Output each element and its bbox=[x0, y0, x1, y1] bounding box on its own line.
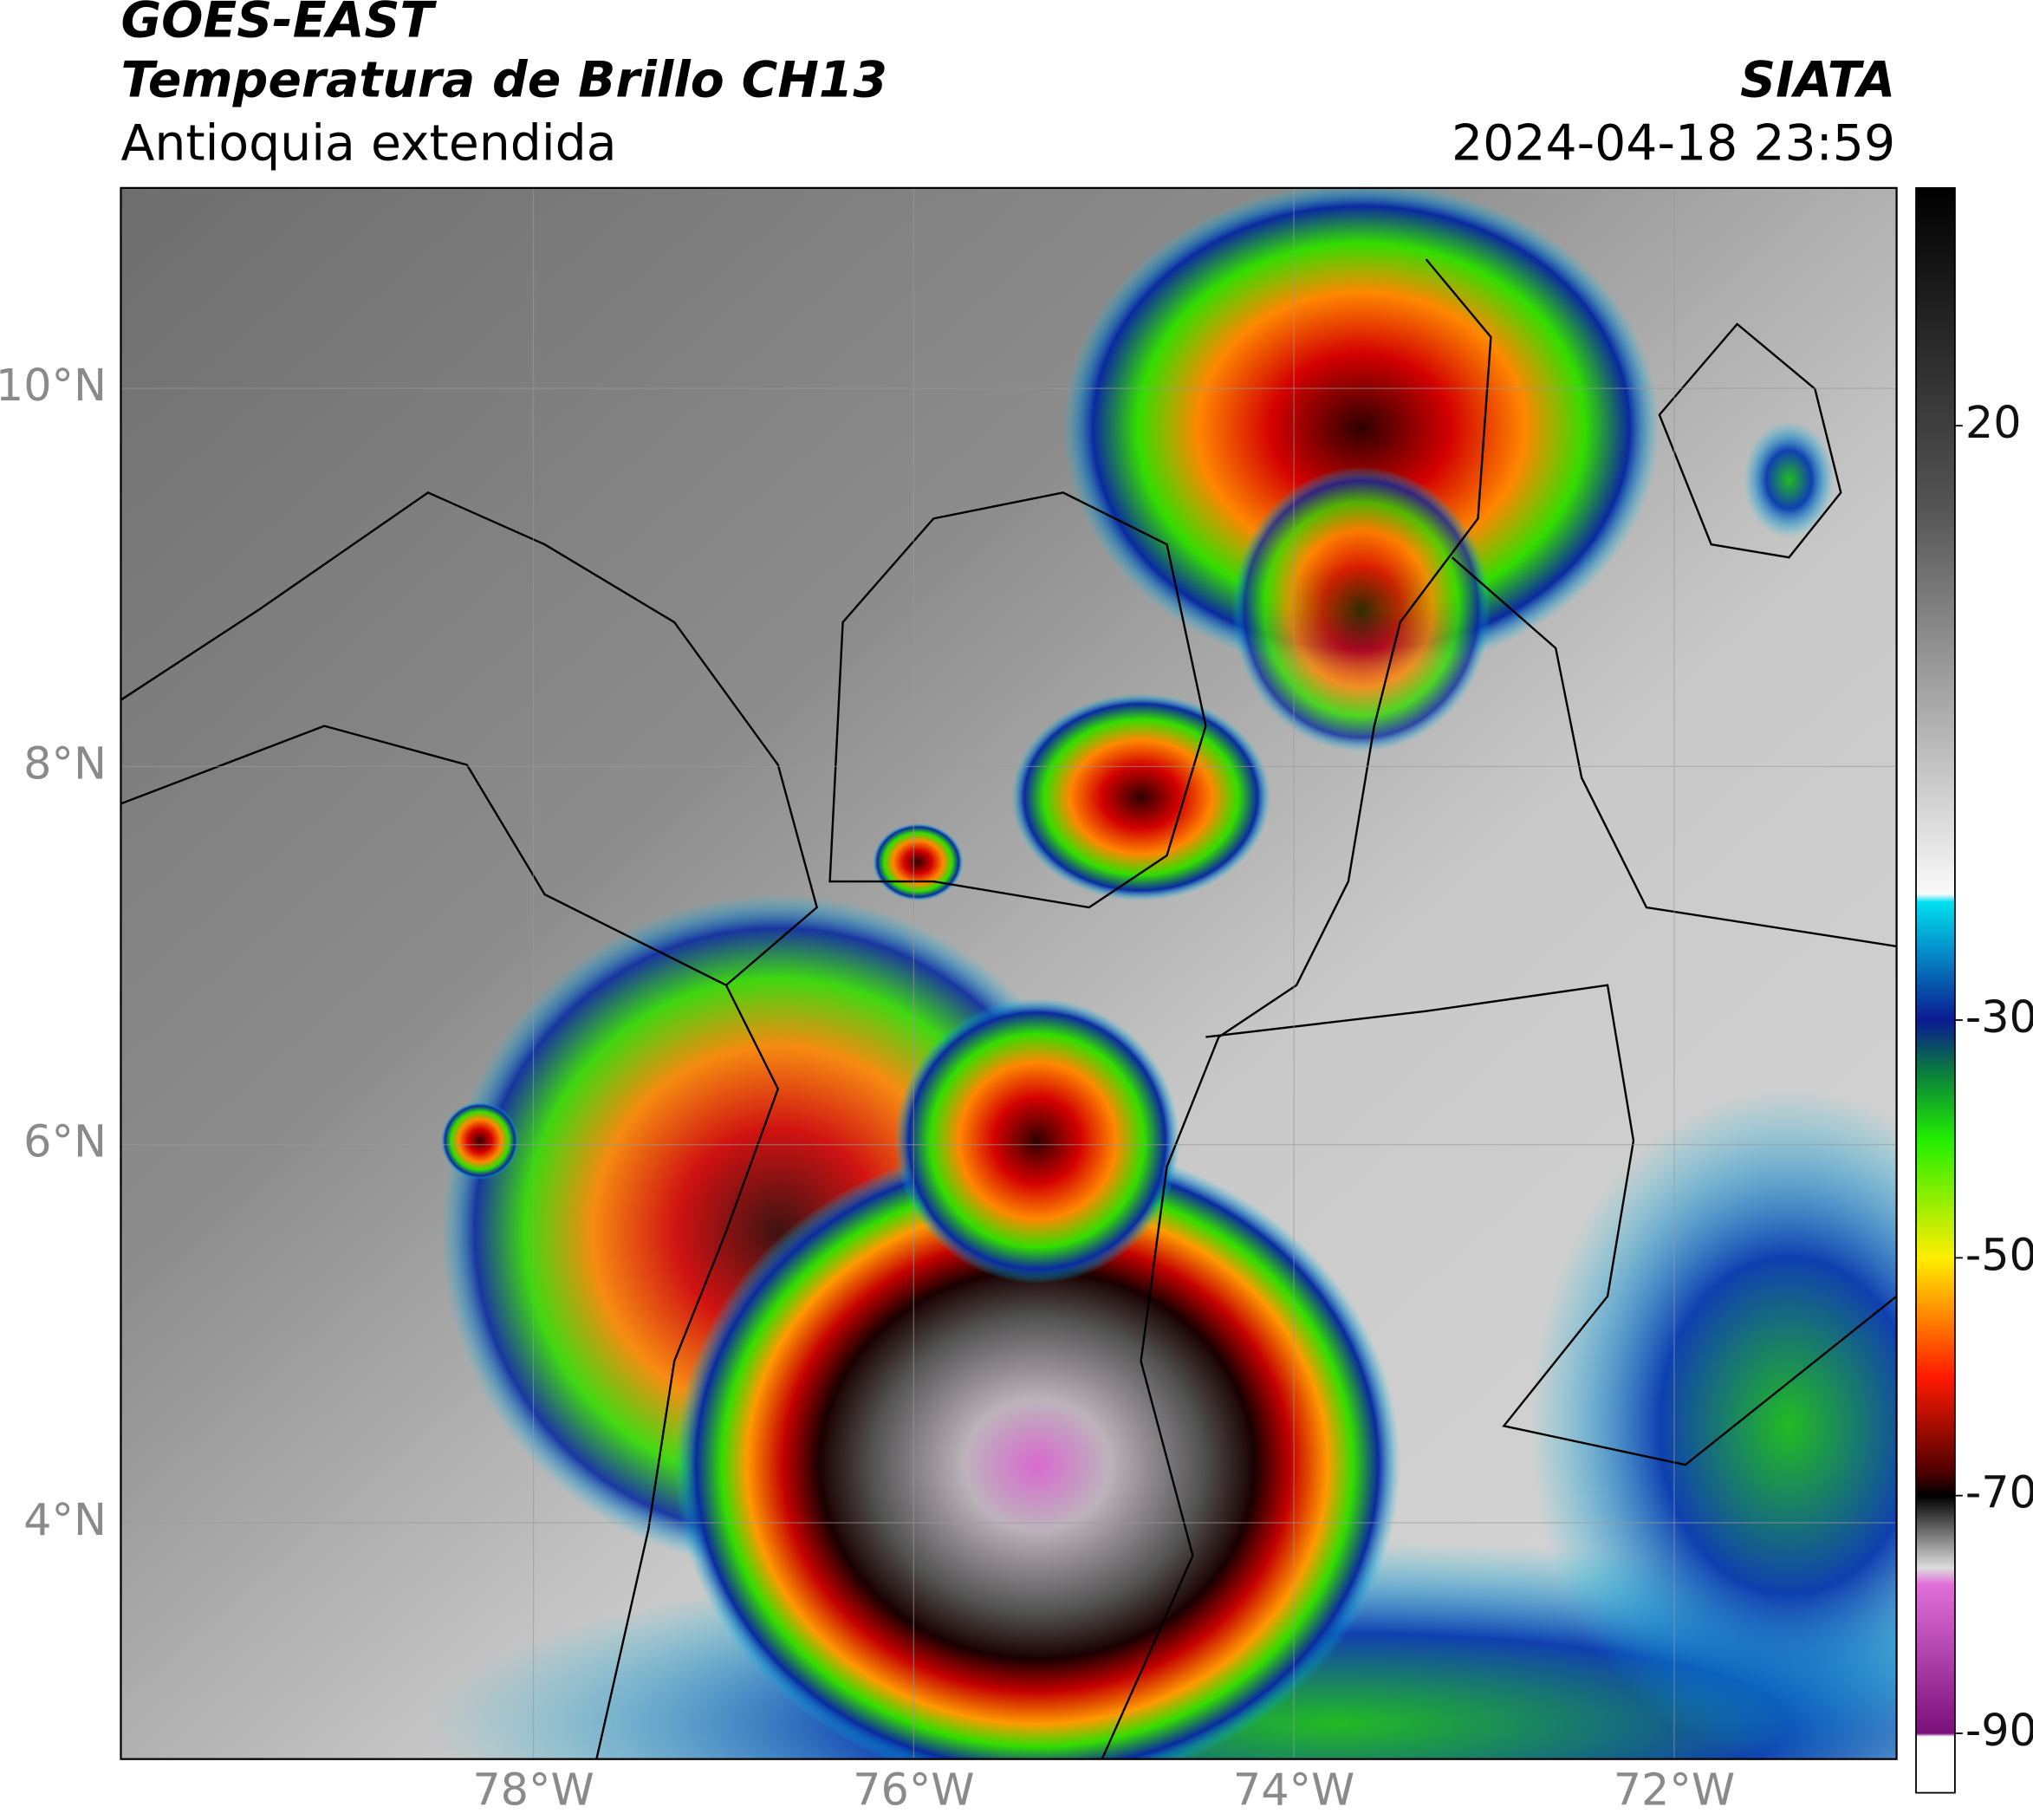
title: GOES-EAST bbox=[120, 0, 437, 49]
datetime: 2024-04-18 23:59 bbox=[1452, 115, 1895, 172]
subtitle: Temperatura de Brillo CH13 bbox=[120, 51, 887, 108]
y-tick-label: 4°N bbox=[23, 1494, 107, 1545]
x-tick-label: 78°W bbox=[472, 1765, 594, 1816]
y-tick-label: 6°N bbox=[23, 1116, 107, 1167]
y-tick-label: 8°N bbox=[23, 738, 107, 789]
region: Antioquia extendida bbox=[120, 115, 616, 172]
map-frame bbox=[120, 186, 1898, 1760]
graticule bbox=[120, 187, 1897, 1759]
colorbar-tick-label: -50 bbox=[1965, 1229, 2033, 1280]
x-tick-label: 76°W bbox=[853, 1765, 974, 1816]
colorbar-tick-label: -90 bbox=[1965, 1705, 2033, 1756]
colorbar-tick-label: -30 bbox=[1965, 991, 2033, 1043]
y-tick-label: 10°N bbox=[0, 360, 107, 411]
x-tick-label: 74°W bbox=[1233, 1765, 1354, 1816]
colorbar bbox=[1915, 186, 1956, 1794]
satellite-image bbox=[120, 187, 1897, 1759]
x-tick-label: 72°W bbox=[1614, 1765, 1735, 1816]
source: SIATA bbox=[1740, 51, 1895, 108]
colorbar-tick-label: -70 bbox=[1965, 1467, 2033, 1518]
colorbar-tick-label: 20 bbox=[1965, 397, 2022, 448]
